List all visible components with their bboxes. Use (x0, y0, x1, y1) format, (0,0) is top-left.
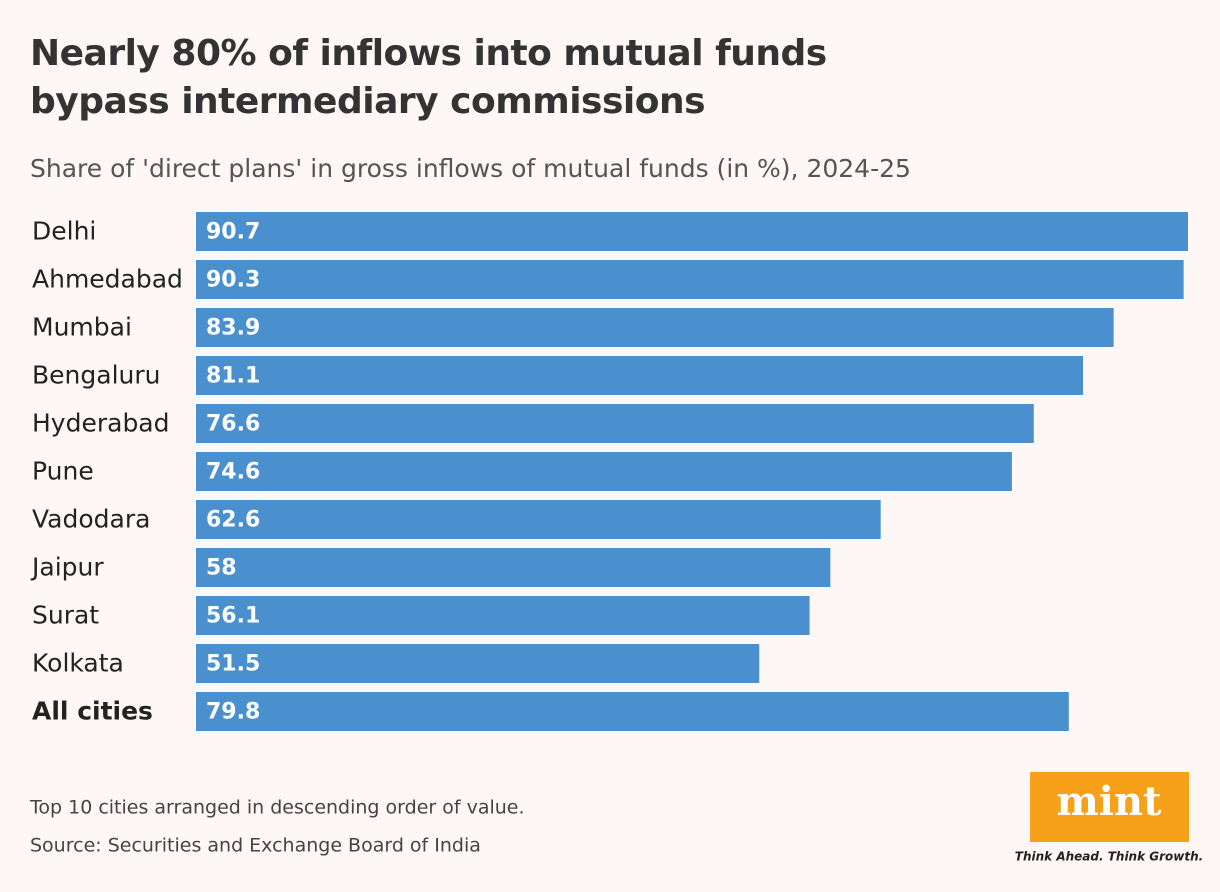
value-label: 74.6 (206, 460, 260, 485)
bar (196, 404, 1034, 443)
logo-tagline: Think Ahead. Think Growth. (1015, 850, 1203, 864)
category-label: All cities (32, 697, 153, 726)
bar (196, 260, 1184, 299)
bar (196, 548, 831, 587)
category-label: Ahmedabad (32, 265, 183, 294)
category-label: Hyderabad (32, 409, 170, 438)
bar (196, 692, 1069, 731)
bar (196, 644, 760, 683)
category-label: Mumbai (32, 313, 132, 342)
value-label: 51.5 (206, 652, 260, 677)
value-label: 56.1 (206, 604, 260, 629)
chart-title-line-2: bypass intermediary commissions (30, 81, 705, 122)
logo: mint (1056, 778, 1162, 825)
value-label: 79.8 (206, 700, 260, 725)
bar (196, 500, 881, 539)
note: Top 10 cities arranged in descending ord… (29, 797, 525, 819)
value-label: 81.1 (206, 364, 260, 389)
value-label: 90.3 (206, 268, 260, 293)
bar (196, 596, 810, 635)
value-label: 58 (206, 556, 237, 581)
bar (196, 308, 1114, 347)
category-label: Delhi (32, 217, 96, 246)
chart-subtitle: Share of 'direct plans' in gross inflows… (30, 154, 911, 183)
value-label: 83.9 (206, 316, 260, 341)
value-label: 90.7 (206, 220, 260, 245)
bar (196, 452, 1012, 491)
bar (196, 356, 1084, 395)
category-label: Pune (32, 457, 94, 486)
category-label: Vadodara (32, 505, 150, 534)
value-label: 62.6 (206, 508, 260, 533)
value-label: 76.6 (206, 412, 260, 437)
chart-title-line-1: Nearly 80% of inflows into mutual funds (30, 33, 827, 74)
logo-box (1030, 772, 1189, 842)
category-label: Jaipur (30, 553, 104, 582)
category-label: Kolkata (32, 649, 124, 678)
source: Source: Securities and Exchange Board of… (30, 835, 481, 857)
category-label: Surat (32, 601, 99, 630)
category-label: Bengaluru (32, 361, 160, 390)
bar (196, 212, 1188, 251)
